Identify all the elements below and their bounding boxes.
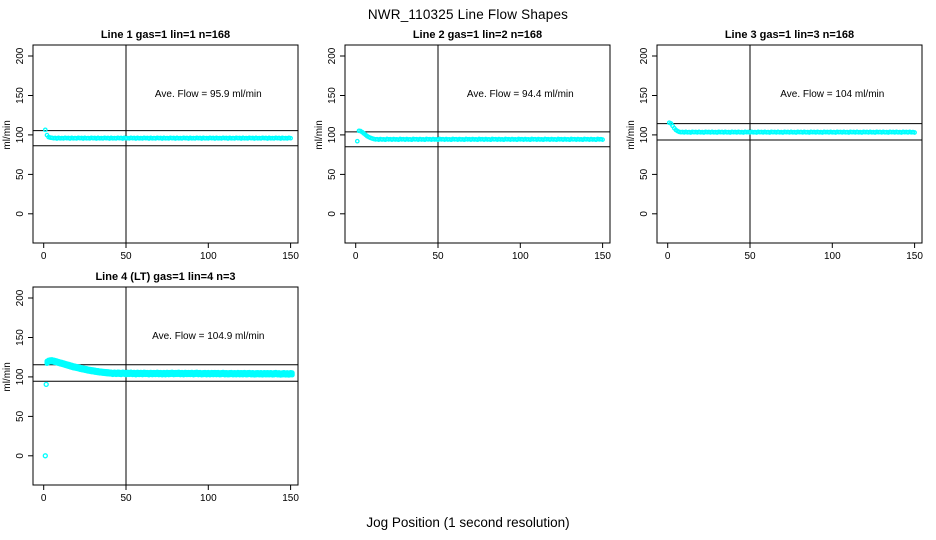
svg-text:0: 0 [639, 211, 650, 217]
y-tick-labels: 0 50 100 150 200 [15, 47, 26, 216]
svg-text:150: 150 [15, 87, 26, 104]
panel-title: Line 1 gas=1 lin=1 n=168 [101, 29, 230, 41]
y-axis-unit-label: ml/min [626, 120, 637, 149]
figure-title: NWR_110325 Line Flow Shapes [367, 7, 569, 22]
panel-title: Line 4 (LT) gas=1 lin=4 n=3 [95, 271, 235, 283]
svg-text:200: 200 [15, 47, 26, 64]
data-points [354, 128, 605, 144]
y-axis-unit-label: ml/min [2, 362, 13, 391]
reference-lines [33, 45, 298, 243]
panel-title: Line 2 gas=1 lin=2 n=168 [413, 29, 542, 41]
panel-line-4-plot: Line 4 (LT) gas=1 lin=4 n=3 0 50 100 150 0 50 1… [2, 271, 299, 504]
axis-ticks [28, 297, 292, 490]
ave-flow-annotation: Ave. Flow = 104 ml/min [780, 89, 884, 100]
y-tick-labels: 0 50 100 150 200 [15, 289, 26, 458]
data-points [42, 127, 293, 141]
x-tick-labels: 0 50 100 150 [41, 493, 299, 504]
svg-text:100: 100 [200, 251, 217, 262]
svg-text:50: 50 [327, 168, 338, 180]
x-tick-labels: 0 50 100 150 [41, 251, 299, 262]
svg-text:150: 150 [639, 87, 650, 104]
plot-box [32, 44, 299, 244]
svg-text:200: 200 [639, 47, 650, 64]
y-tick-labels: 0 50 100 150 200 [327, 47, 338, 216]
svg-text:50: 50 [432, 251, 444, 262]
svg-text:200: 200 [327, 47, 338, 64]
panel-line-3-plot: Line 3 gas=1 lin=3 n=168 0 50 100 150 0 50 100 1… [626, 29, 923, 262]
panel-line-2-plot: Line 2 gas=1 lin=2 n=168 0 50 100 150 0 50 100 1… [314, 29, 611, 262]
ave-flow-annotation: Ave. Flow = 95.9 ml/min [155, 89, 262, 100]
svg-text:50: 50 [744, 251, 756, 262]
svg-text:100: 100 [15, 368, 26, 385]
svg-text:0: 0 [665, 251, 671, 262]
x-axis-label: Jog Position (1 second resolution) [366, 515, 570, 530]
x-tick-labels: 0 50 100 150 [665, 251, 923, 262]
axis-ticks [652, 55, 916, 248]
data-points [666, 120, 917, 135]
axis-ticks [28, 55, 292, 248]
svg-text:150: 150 [594, 251, 611, 262]
svg-text:0: 0 [327, 211, 338, 217]
y-axis-unit-label: ml/min [2, 120, 13, 149]
empty-cell [624, 270, 936, 512]
reference-lines [33, 287, 298, 485]
svg-text:100: 100 [200, 493, 217, 504]
data-points [42, 357, 295, 459]
y-tick-labels: 0 50 100 150 200 [639, 47, 650, 216]
plot-box [656, 44, 923, 244]
ave-flow-annotation: Ave. Flow = 104.9 ml/min [152, 331, 264, 342]
svg-text:100: 100 [327, 126, 338, 143]
empty-cell [312, 270, 624, 512]
svg-text:100: 100 [639, 126, 650, 143]
svg-text:0: 0 [15, 211, 26, 217]
plot-box [32, 286, 299, 486]
svg-text:150: 150 [282, 251, 299, 262]
panel-line-1-plot: Line 1 gas=1 lin=1 n=168 0 50 100 150 0 50 100 1… [2, 29, 299, 262]
svg-text:200: 200 [15, 289, 26, 306]
svg-text:0: 0 [15, 453, 26, 459]
reference-lines [345, 45, 610, 243]
x-tick-labels: 0 50 100 150 [353, 251, 611, 262]
svg-text:150: 150 [906, 251, 923, 262]
axis-ticks [340, 55, 604, 248]
svg-text:100: 100 [824, 251, 841, 262]
ave-flow-annotation: Ave. Flow = 94.4 ml/min [467, 89, 574, 100]
svg-text:0: 0 [353, 251, 359, 262]
svg-text:0: 0 [41, 251, 47, 262]
svg-text:150: 150 [282, 493, 299, 504]
panels-grid: Line 1 gas=1 lin=1 n=168 0 50 100 150 0 50 100 1… [0, 28, 936, 512]
svg-text:50: 50 [15, 410, 26, 422]
svg-text:100: 100 [15, 126, 26, 143]
panel-title: Line 3 gas=1 lin=3 n=168 [725, 29, 854, 41]
svg-text:150: 150 [15, 329, 26, 346]
plot-box [344, 44, 611, 244]
svg-text:0: 0 [41, 493, 47, 504]
svg-text:100: 100 [512, 251, 529, 262]
svg-text:50: 50 [639, 168, 650, 180]
y-axis-unit-label: ml/min [314, 120, 325, 149]
svg-text:50: 50 [120, 251, 132, 262]
svg-text:50: 50 [120, 493, 132, 504]
svg-text:50: 50 [15, 168, 26, 180]
reference-lines [657, 45, 922, 243]
svg-text:150: 150 [327, 87, 338, 104]
